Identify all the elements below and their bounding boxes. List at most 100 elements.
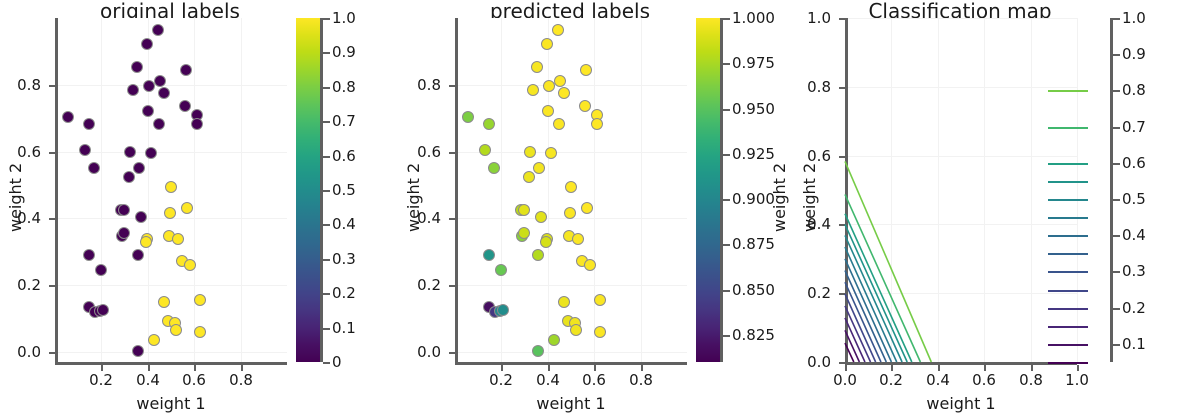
y-axis-tick xyxy=(449,85,455,87)
contour-line xyxy=(844,161,933,363)
colorbar-axis xyxy=(320,18,323,362)
colorbar-tick xyxy=(323,259,330,261)
colorbar-tick xyxy=(323,18,330,20)
y-axis-tick xyxy=(49,285,55,287)
contour-line xyxy=(844,317,866,363)
colorbar-tick-label: 0 xyxy=(332,353,342,371)
contour-line xyxy=(844,235,903,363)
gridline-vertical xyxy=(501,18,502,362)
scatter-point xyxy=(181,202,194,215)
colorbar-tick-label: 0.925 xyxy=(732,145,775,163)
figure-root: original labels 0.2 0.4 0.6 0.8 0.0 0.2 0.4 0.6 0… xyxy=(6,0,1146,413)
colorbar-tick xyxy=(323,87,330,89)
contour-line xyxy=(844,270,888,363)
colorbar-tick xyxy=(723,199,730,201)
gridline-horizontal xyxy=(55,352,287,353)
scatter-point xyxy=(61,111,74,124)
x-axis-tick xyxy=(938,365,940,371)
y-axis-tick-label: 0.0 xyxy=(807,353,831,371)
x-axis-tick xyxy=(594,365,596,371)
colorbar-tick xyxy=(323,52,330,54)
scatter-point xyxy=(83,117,96,130)
colorbar-gradient xyxy=(296,18,320,362)
axis-spine-bottom xyxy=(455,362,687,365)
scatter-point xyxy=(139,235,152,248)
scatter-point xyxy=(539,235,552,248)
colorbar-tick xyxy=(1113,127,1120,129)
colorbar-tick-label: 0.850 xyxy=(732,281,775,299)
scatter-point xyxy=(581,202,594,215)
scatter-point xyxy=(183,259,196,272)
x-axis-tick xyxy=(641,365,643,371)
panel-title: Classification map xyxy=(868,0,1052,23)
colorbar-tick xyxy=(723,63,730,65)
scatter-point xyxy=(163,206,176,219)
scatter-point xyxy=(164,181,177,194)
axis-spine-left xyxy=(55,18,58,362)
scatter-point xyxy=(157,86,170,99)
y-axis-tick xyxy=(49,352,55,354)
contour-line xyxy=(844,258,893,363)
x-axis-tick-label: 0.6 xyxy=(972,371,996,389)
gridline-horizontal xyxy=(55,152,287,153)
x-axis-tick-label: 0.2 xyxy=(879,371,903,389)
x-axis-tick xyxy=(548,365,550,371)
scatter-point xyxy=(95,264,108,277)
scatter-point xyxy=(530,61,543,74)
y-axis-tick-label: 0.4 xyxy=(417,209,441,227)
contour-line xyxy=(844,330,861,363)
colorbar-tick xyxy=(723,18,730,20)
scatter-point xyxy=(590,118,603,131)
panel-title: predicted labels xyxy=(489,0,651,23)
x-axis-tick-label: 0.4 xyxy=(136,371,160,389)
scatter-point xyxy=(153,75,166,88)
colorbar-tick xyxy=(723,335,730,337)
x-axis-tick xyxy=(241,365,243,371)
colorbar-tick-label: 0.7 xyxy=(1122,118,1146,136)
y-axis-tick xyxy=(49,152,55,154)
contour-line xyxy=(844,194,922,363)
colorbar-axis xyxy=(720,18,723,362)
colorbar-tick-label: 0.5 xyxy=(332,181,356,199)
y-axis-tick-label: 0.0 xyxy=(17,343,41,361)
colorbar-line-swatch xyxy=(1048,271,1088,273)
contour-lines-group xyxy=(844,161,933,363)
scatter-point xyxy=(533,161,546,174)
scatter-point xyxy=(171,233,184,246)
x-axis-tick-label: 0.8 xyxy=(629,371,653,389)
colorbar-tick xyxy=(323,190,330,192)
scatter-point xyxy=(88,161,101,174)
scatter-point xyxy=(83,249,96,262)
colorbar-line-swatch xyxy=(1048,163,1088,165)
colorbar-tick-label: 0.1 xyxy=(1122,335,1146,353)
colorbar-tick-label: 0.7 xyxy=(332,112,356,130)
colorbar-axis xyxy=(1110,18,1113,362)
scatter-point xyxy=(532,249,545,262)
x-axis-tick-label: 0.4 xyxy=(926,371,950,389)
y-axis-tick-label: 0.6 xyxy=(417,143,441,161)
scatter-point xyxy=(517,226,530,239)
gridline-vertical xyxy=(594,18,595,362)
x-axis-tick xyxy=(148,365,150,371)
scatter-point xyxy=(488,161,501,174)
scatter-point xyxy=(190,118,203,131)
scatter-point xyxy=(134,210,147,223)
colorbar-tick-label: 0.900 xyxy=(732,190,775,208)
y-axis-tick-label: 0.2 xyxy=(417,276,441,294)
colorbar-tick xyxy=(1113,271,1120,273)
scatter-point xyxy=(193,293,206,306)
gridline-vertical xyxy=(148,18,149,362)
scatter-point xyxy=(479,144,492,157)
scatter-point xyxy=(483,117,496,130)
y-axis-tick xyxy=(839,293,845,295)
scatter-point xyxy=(180,64,193,77)
colorbar-tick xyxy=(323,121,330,123)
scatter-point xyxy=(124,146,137,159)
y-axis-tick-label: 0.6 xyxy=(17,143,41,161)
scatter-point xyxy=(553,117,566,130)
y-axis-tick xyxy=(49,218,55,220)
scatter-point xyxy=(461,111,474,124)
colorbar-tick-label: 0.1 xyxy=(332,319,356,337)
scatter-point xyxy=(132,344,145,357)
gridline-vertical xyxy=(241,18,242,362)
